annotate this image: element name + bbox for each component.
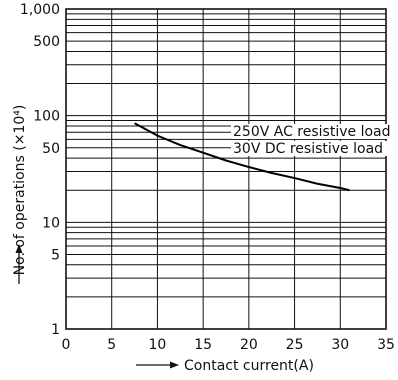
x-tick-label: 10 [149, 337, 167, 353]
x-tick-labels: 0 5 10 15 20 25 30 35 [62, 337, 395, 353]
y-tick-label: 5 [51, 247, 60, 263]
grid [65, 9, 387, 329]
y-axis-arrow-icon [15, 244, 23, 253]
x-tick-label: 5 [107, 337, 116, 353]
plot-frame [65, 8, 387, 330]
y-tick-label: 1,000 [20, 2, 60, 18]
x-axis-title: Contact current(A) [184, 358, 314, 374]
x-tick-label: 15 [194, 337, 212, 353]
x-axis-arrow-icon [170, 361, 179, 369]
annotation-30v-dc: 30V DC resistive load [233, 141, 383, 157]
y-tick-label: 50 [42, 141, 60, 157]
series-line [134, 122, 350, 192]
y-tick-label: 100 [33, 109, 60, 125]
x-tick-label: 0 [62, 337, 71, 353]
annotation-bg-1 [231, 124, 395, 139]
annotation-250v-ac: 250V AC resistive load [233, 124, 391, 140]
y-tick-label: 500 [33, 34, 60, 50]
x-tick-label: 30 [331, 337, 349, 353]
annotation-bg-2 [231, 141, 387, 156]
curve-layer [134, 122, 350, 192]
y-tick-label: 1 [51, 322, 60, 338]
x-tick-label: 25 [286, 337, 304, 353]
y-tick-labels: 1 5 10 50 100 500 1,000 [20, 2, 60, 338]
x-tick-label: 20 [240, 337, 258, 353]
y-tick-label: 10 [42, 215, 60, 231]
y-axis-title: No. of operations (×10⁴) [12, 105, 28, 276]
x-tick-label: 35 [377, 337, 395, 353]
